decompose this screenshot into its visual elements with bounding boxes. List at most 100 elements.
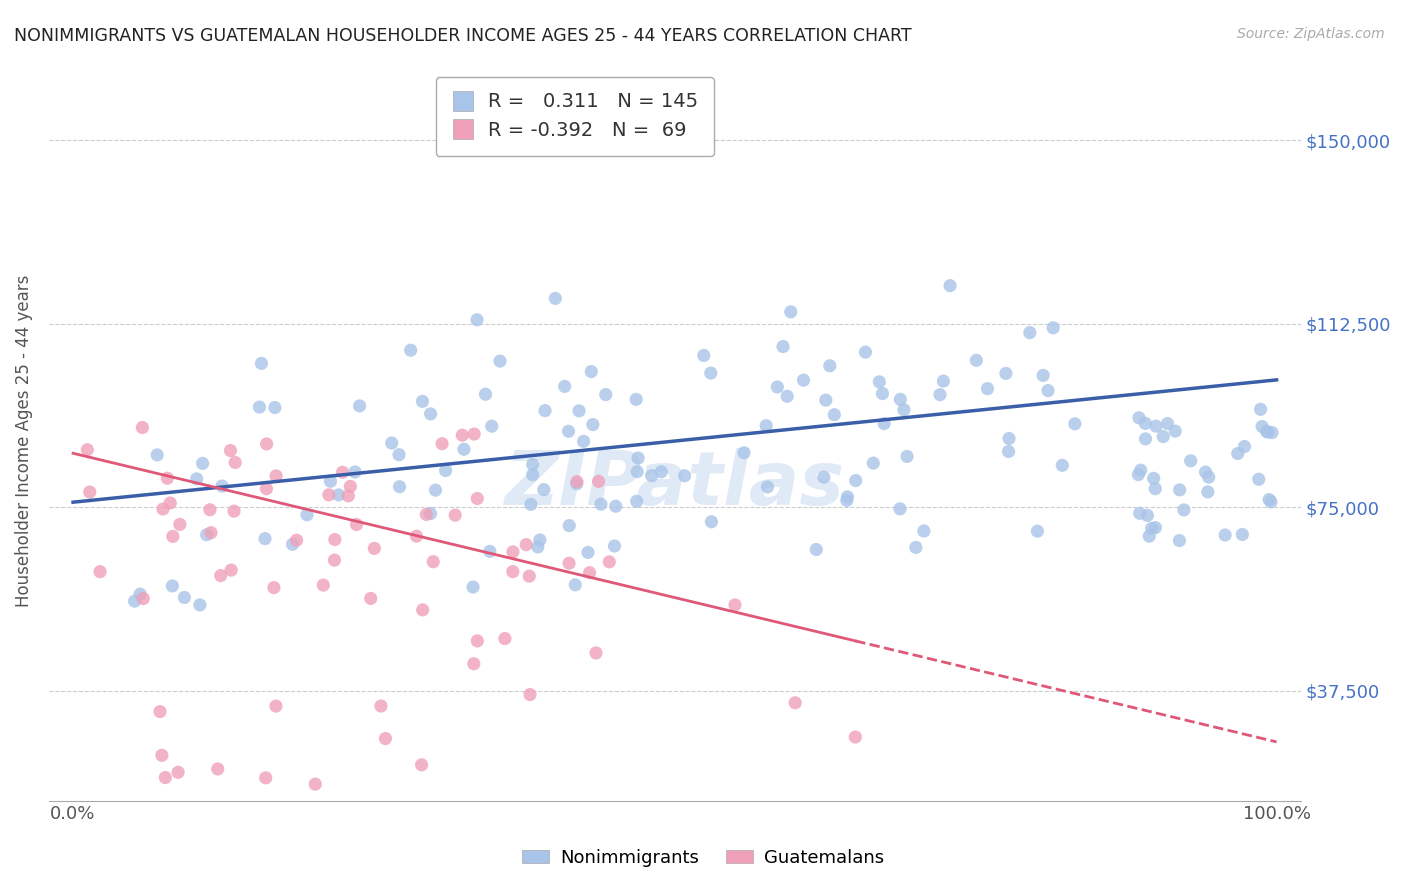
Point (149, 705, 172, 719)
Point (1260, 495, 1282, 509)
Point (1052, 458, 1074, 473)
Point (502, 545, 524, 559)
Point (641, 468, 664, 483)
Point (565, 475, 588, 489)
Point (370, 699, 392, 714)
Point (1256, 425, 1278, 439)
Text: ZIPatlas: ZIPatlas (505, 448, 845, 521)
Point (1232, 527, 1254, 541)
Y-axis label: Householder Income Ages 25 - 44 years: Householder Income Ages 25 - 44 years (15, 275, 32, 607)
Point (1152, 429, 1174, 443)
Point (965, 353, 987, 368)
Point (146, 448, 169, 462)
Point (1144, 521, 1167, 535)
Point (519, 688, 541, 702)
Point (572, 434, 595, 449)
Point (779, 305, 801, 319)
Point (605, 500, 627, 514)
Point (207, 762, 229, 776)
Point (756, 480, 779, 494)
Point (502, 565, 524, 579)
Point (755, 418, 778, 433)
Point (1247, 472, 1270, 486)
Point (520, 497, 543, 511)
Point (219, 443, 242, 458)
Point (465, 491, 488, 506)
Point (1063, 417, 1085, 431)
Point (79, 485, 101, 500)
Point (814, 393, 837, 408)
Point (772, 339, 794, 353)
Point (862, 456, 884, 470)
Point (1168, 533, 1191, 548)
Point (343, 465, 366, 479)
Point (481, 419, 503, 434)
Point (200, 525, 222, 540)
Point (576, 545, 599, 559)
Point (1258, 492, 1281, 507)
Point (312, 578, 335, 592)
Point (388, 448, 411, 462)
Point (529, 533, 551, 547)
Point (568, 404, 591, 418)
Point (253, 532, 276, 546)
Point (517, 569, 540, 583)
Point (598, 555, 620, 569)
Point (169, 517, 191, 532)
Point (588, 475, 610, 489)
Point (581, 365, 603, 379)
Point (1032, 368, 1054, 383)
Point (124, 594, 146, 608)
Point (430, 436, 453, 450)
Point (785, 696, 807, 710)
Point (295, 508, 318, 522)
Point (489, 354, 512, 368)
Point (1128, 467, 1150, 482)
Point (929, 387, 952, 401)
Point (494, 632, 516, 646)
Point (976, 382, 998, 396)
Point (1194, 465, 1216, 479)
Point (249, 400, 271, 414)
Point (700, 366, 723, 380)
Point (565, 476, 588, 491)
Point (381, 436, 404, 450)
Point (1251, 419, 1274, 434)
Point (173, 591, 195, 605)
Point (131, 420, 153, 434)
Point (1036, 384, 1059, 398)
Point (1156, 417, 1178, 431)
Point (411, 394, 433, 409)
Point (415, 508, 437, 522)
Point (465, 313, 488, 327)
Point (835, 493, 858, 508)
Point (889, 392, 911, 407)
Point (254, 771, 277, 785)
Point (868, 375, 890, 389)
Point (129, 587, 152, 601)
Point (211, 479, 233, 493)
Point (693, 349, 716, 363)
Point (522, 458, 544, 472)
Point (533, 483, 555, 497)
Point (1128, 410, 1150, 425)
Point (264, 699, 287, 714)
Point (219, 563, 242, 577)
Point (388, 480, 411, 494)
Point (1136, 508, 1159, 523)
Point (650, 465, 672, 479)
Point (700, 515, 723, 529)
Point (323, 533, 346, 547)
Point (823, 408, 845, 422)
Point (1226, 446, 1249, 460)
Point (527, 540, 550, 554)
Point (162, 579, 184, 593)
Point (558, 518, 581, 533)
Point (318, 488, 340, 502)
Point (557, 425, 579, 439)
Point (222, 504, 245, 518)
Point (1144, 419, 1167, 434)
Point (994, 367, 1017, 381)
Point (256, 437, 278, 451)
Point (474, 387, 496, 401)
